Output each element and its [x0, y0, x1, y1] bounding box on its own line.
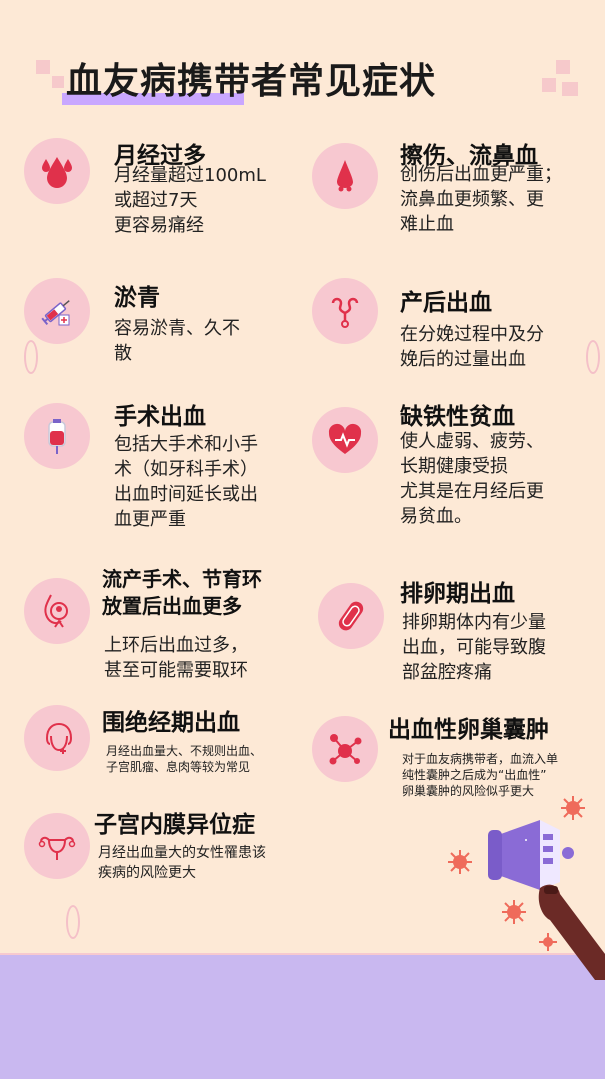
symptom-text: 容易淤青、久不 散	[114, 318, 240, 364]
symptom-heading: 淤青	[114, 285, 160, 311]
heartbeat-icon	[312, 407, 378, 473]
floor	[0, 955, 605, 1079]
title-underline	[62, 93, 244, 105]
pregnancy-icon	[24, 578, 90, 644]
blood-drops-icon	[24, 138, 90, 204]
decor-square	[562, 82, 578, 96]
megaphone-illustration	[448, 796, 605, 980]
symptom-heading: 流产手术、节育环 放置后出血更多	[102, 567, 262, 618]
symptom-text: 排卵期体内有少量 出血，可能导致腹 部盆腔疼痛	[402, 612, 546, 683]
uterus-icon	[24, 813, 90, 879]
syringe-icon	[24, 278, 90, 344]
symptom-heading: 排卵期出血	[400, 581, 515, 607]
decor-ring	[66, 905, 80, 939]
symptom-heading: 擦伤、流鼻血	[400, 143, 538, 169]
symptom-text: 在分娩过程中及分 娩后的过量出血	[400, 324, 544, 370]
symptom-text: 使人虚弱、疲劳、 长期健康受损 尤其是在月经后更 易贫血。	[400, 431, 544, 527]
symptom-heading: 缺铁性贫血	[400, 404, 515, 430]
blood-bag-icon	[24, 403, 90, 469]
symptom-heading: 产后出血	[400, 290, 492, 316]
symptom-heading: 围绝经期出血	[102, 710, 240, 736]
symptom-heading: 子宫内膜异位症	[94, 812, 255, 838]
decor-square	[542, 78, 556, 92]
decor-ring	[24, 340, 38, 374]
symptom-text: 月经出血量大的女性罹患该 疾病的风险更大	[98, 845, 266, 881]
nose-bleed-icon	[312, 143, 378, 209]
symptom-text: 月经出血量大、不规则出血、 子宫肌瘤、息肉等较为常见	[106, 744, 263, 774]
symptom-text: 包括大手术和小手 术（如牙科手术） 出血时间延长或出 血更严重	[114, 434, 258, 530]
symptom-text: 对于血友病携带者，血流入单 纯性囊肿之后成为“出血性” 卵巢囊肿的风险似乎更大	[402, 752, 559, 798]
symptom-text: 月经量超过100mL 或超过7天 更容易痛经	[114, 165, 266, 236]
woman-head-icon	[24, 705, 90, 771]
uterus-tube-icon	[312, 278, 378, 344]
symptom-text: 创伤后出血更严重； 流鼻血更频繁、更 难止血	[400, 164, 562, 235]
page-title: 血友病携带者常见症状	[66, 60, 437, 102]
decor-square	[36, 60, 50, 74]
symptom-heading: 手术出血	[114, 404, 206, 430]
decor-square	[52, 76, 64, 88]
symptom-heading: 出血性卵巢囊肿	[388, 717, 549, 743]
pad-icon	[318, 583, 384, 649]
ovary-molecule-icon	[312, 716, 378, 782]
decor-square	[556, 60, 570, 74]
symptom-text: 上环后出血过多， 甚至可能需要取环	[104, 635, 248, 681]
decor-ring	[586, 340, 600, 374]
symptom-heading: 月经过多	[114, 143, 206, 169]
